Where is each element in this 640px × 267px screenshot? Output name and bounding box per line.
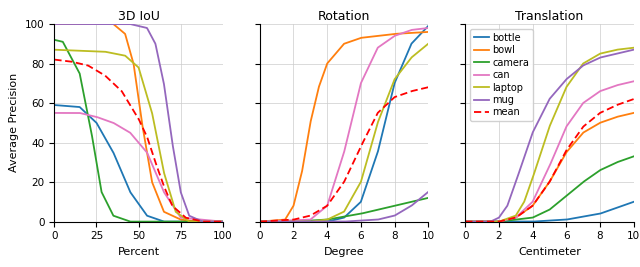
Title: 3D IoU: 3D IoU xyxy=(118,10,159,23)
X-axis label: Percent: Percent xyxy=(118,247,159,257)
Legend: bottle, bowl, camera, can, laptop, mug, mean: bottle, bowl, camera, can, laptop, mug, … xyxy=(470,29,533,121)
Title: Rotation: Rotation xyxy=(318,10,370,23)
Title: Translation: Translation xyxy=(515,10,584,23)
X-axis label: Centimeter: Centimeter xyxy=(518,247,581,257)
X-axis label: Degree: Degree xyxy=(324,247,364,257)
Y-axis label: Average Precision: Average Precision xyxy=(10,73,19,172)
